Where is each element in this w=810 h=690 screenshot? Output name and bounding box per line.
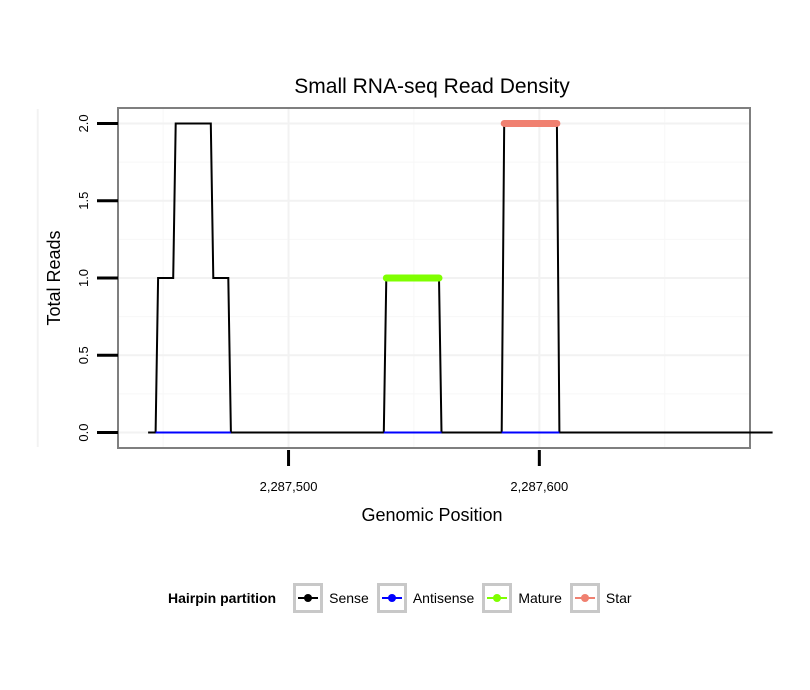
legend: Hairpin partition Sense Antisense Mature… (168, 578, 640, 618)
legend-dot-antisense (387, 594, 396, 602)
legend-item-mature: Mature (482, 583, 566, 613)
x-axis-label: Genomic Position (361, 505, 502, 525)
legend-key-star (569, 583, 600, 613)
x-tick-label: 2,287,600 (510, 479, 568, 494)
legend-key-sense (293, 583, 324, 613)
legend-dot-mature (493, 594, 502, 602)
legend-label-star: Star (605, 590, 632, 606)
legend-key-antisense (376, 583, 407, 613)
legend-dot-sense (304, 594, 313, 602)
y-axis-label: Total Reads (44, 230, 64, 325)
legend-item-antisense: Antisense (376, 583, 478, 613)
legend-label-mature: Mature (518, 590, 562, 606)
legend-item-sense: Sense (293, 583, 373, 613)
y-tick-label: 0.0 (76, 424, 91, 442)
legend-item-star: Star (569, 583, 636, 613)
legend-dot-star (580, 594, 589, 602)
legend-label-sense: Sense (329, 590, 369, 606)
legend-title: Hairpin partition (168, 590, 277, 606)
y-tick-label: 1.0 (76, 269, 91, 287)
y-tick-label: 1.5 (76, 192, 91, 210)
y-tick-label: 0.5 (76, 346, 91, 364)
y-tick-label: 2.0 (76, 114, 91, 132)
series-layer (148, 119, 773, 434)
chart-title: Small RNA-seq Read Density (294, 75, 570, 98)
legend-key-mature (482, 583, 513, 613)
y-axis: 0.0 0.5 1.0 1.5 2.0 (76, 114, 118, 442)
x-axis: 2,287,500 2,287,600 (260, 450, 568, 494)
legend-label-antisense: Antisense (412, 590, 475, 606)
x-tick-label: 2,287,500 (260, 479, 318, 494)
